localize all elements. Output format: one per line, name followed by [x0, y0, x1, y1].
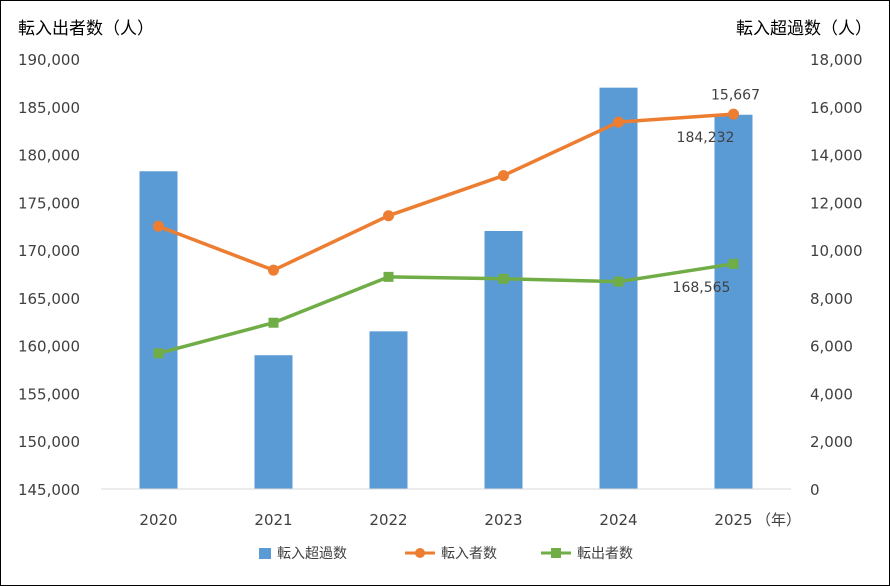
right-tick-label: 2,000 [810, 433, 853, 451]
legend-label: 転入者数 [441, 546, 497, 562]
left-tick-label: 150,000 [18, 433, 80, 451]
legend: 転入超過数 転入者数 転出者数 [259, 546, 633, 562]
right-tick-label: 10,000 [810, 242, 863, 260]
left-tick-label: 185,000 [18, 99, 80, 117]
legend-entry: 転入超過数 [259, 546, 347, 562]
left-tick-label: 175,000 [18, 194, 80, 212]
left-tick-label: 190,000 [18, 51, 80, 69]
right-axis-ticks: 0 2,000 4,000 6,000 8,000 10,000 12,000 14,000 1… [810, 51, 863, 499]
right-tick-label: 12,000 [810, 194, 863, 212]
right-tick-label: 16,000 [810, 99, 863, 117]
x-tick-label: 2021 [254, 511, 292, 529]
series-line [157, 112, 734, 272]
left-tick-label: 160,000 [18, 338, 80, 356]
x-tick-label: 2022 [369, 511, 407, 529]
line-point-square [268, 317, 279, 328]
right-tick-label: 6,000 [810, 338, 853, 356]
left-tick-label: 165,000 [18, 290, 80, 308]
line-point-circle [498, 170, 509, 182]
legend-entry: 転出者数 [541, 546, 633, 562]
legend-label: 転出者数 [577, 546, 633, 562]
x-tick-label: 2024 [599, 511, 637, 529]
line-point-circle [728, 108, 739, 120]
line-point-square [498, 273, 509, 284]
line-point-square [153, 348, 164, 359]
bar [484, 231, 523, 489]
right-tick-label: 14,000 [810, 147, 863, 165]
right-axis-title: 転入超過数（人） [736, 19, 872, 39]
left-tick-label: 145,000 [18, 481, 80, 499]
legend-marker-square [551, 548, 561, 558]
legend-entry: 転入者数 [405, 546, 497, 562]
right-tick-label: 0 [810, 481, 820, 499]
data-label: 168,565 [673, 280, 731, 296]
line-point-square [383, 271, 394, 282]
line-point-circle [613, 116, 624, 128]
right-tick-label: 4,000 [810, 385, 853, 403]
bar [139, 171, 178, 489]
right-tick-label: 8,000 [810, 290, 853, 308]
legend-swatch-bar [259, 548, 271, 559]
line-point-square [728, 258, 739, 269]
bar [254, 355, 293, 489]
legend-label: 転入超過数 [277, 546, 347, 562]
data-labels-layer: 15,667 184,232 168,565 [673, 88, 760, 296]
data-label: 15,667 [711, 88, 760, 104]
legend-marker-circle [415, 548, 425, 558]
x-axis-unit: （年） [756, 511, 801, 529]
left-tick-label: 155,000 [18, 385, 80, 403]
line-point-circle [268, 264, 279, 276]
bar [599, 87, 638, 490]
left-tick-label: 170,000 [18, 242, 80, 260]
line-point-square [613, 276, 624, 287]
left-tick-label: 180,000 [18, 147, 80, 165]
bar [369, 331, 408, 489]
right-tick-label: 18,000 [810, 51, 863, 69]
left-axis-ticks: 145,000 150,000 155,000 160,000 165,000 170,0… [18, 51, 80, 499]
line-point-circle [153, 220, 164, 232]
series-line [158, 262, 734, 356]
left-axis-title: 転入出者数（人） [18, 19, 154, 39]
x-axis-ticks: 2020 2021 2022 2023 2024 2025 [139, 511, 752, 529]
bars-layer [139, 87, 753, 490]
data-label: 184,232 [677, 130, 735, 146]
lines-layer [153, 108, 739, 359]
x-tick-label: 2020 [139, 511, 177, 529]
bar [714, 114, 753, 489]
x-tick-label: 2025 [714, 511, 752, 529]
x-tick-label: 2023 [484, 511, 522, 529]
line-point-circle [383, 210, 394, 222]
